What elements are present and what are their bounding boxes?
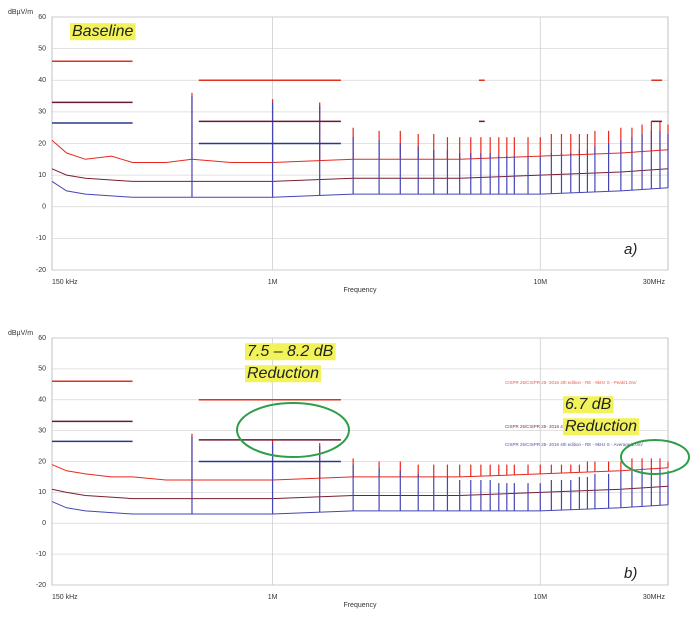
annotation-highlight — [245, 343, 336, 361]
x-tick-label: 1M — [268, 594, 278, 601]
x-tick-label: 150 kHz — [52, 279, 78, 286]
spectrum-floor — [51, 180, 669, 198]
annotation: 6.7 dB — [565, 396, 612, 413]
y-tick-label: -20 — [36, 582, 46, 589]
y-tick-label: 50 — [38, 366, 46, 373]
x-tick-label: 10M — [533, 279, 547, 286]
x-tick-label: 30MHz — [643, 279, 666, 286]
x-tick-label: 30MHz — [643, 594, 666, 601]
y-tick-label: 40 — [38, 77, 46, 84]
spectrum-floor — [51, 139, 669, 163]
annotation: Reduction — [565, 418, 637, 435]
y-tick-label: 60 — [38, 335, 46, 342]
spectrum-floor — [51, 464, 669, 481]
y-tick-label: 0 — [42, 520, 46, 527]
x-tick-label: 10M — [533, 594, 547, 601]
x-tick-label: 1M — [268, 279, 278, 286]
highlight-ellipse — [620, 439, 690, 475]
annotation: Reduction — [247, 365, 319, 382]
annotation-highlight — [245, 365, 322, 383]
trace-legend: CISPR 25/CISPR 25- 2016 4th — [505, 424, 567, 429]
y-tick-label: -10 — [36, 235, 46, 242]
trace-legend: CISPR 25/CISPR 25- 2016 4th edition - RE… — [505, 442, 643, 447]
y-axis-label: dBµV/m — [8, 9, 33, 16]
annotation: Baseline — [72, 23, 133, 40]
y-tick-label: 40 — [38, 397, 46, 404]
x-axis-label: Frequency — [343, 287, 377, 294]
spectrum-floor — [51, 501, 669, 515]
panel-label: a) — [624, 241, 637, 258]
y-tick-label: 50 — [38, 45, 46, 52]
trace-legend: CISPR 25/CISPR 25- 2016 4th edition - RE… — [505, 380, 637, 385]
y-axis-label: dBµV/m — [8, 330, 33, 337]
y-tick-label: -20 — [36, 267, 46, 274]
y-tick-label: 0 — [42, 204, 46, 211]
y-tick-label: 20 — [38, 458, 46, 465]
annotation: 7.5 – 8.2 dB — [247, 343, 334, 360]
annotation-highlight — [563, 418, 640, 436]
y-tick-label: 10 — [38, 489, 46, 496]
y-tick-label: 60 — [38, 14, 46, 21]
y-tick-label: 20 — [38, 140, 46, 147]
y-tick-label: 10 — [38, 172, 46, 179]
highlight-ellipse — [236, 402, 350, 458]
x-tick-label: 150 kHz — [52, 594, 78, 601]
y-tick-label: 30 — [38, 427, 46, 434]
annotation-highlight — [563, 396, 614, 414]
x-axis-label: Frequency — [343, 602, 377, 609]
y-tick-label: -10 — [36, 551, 46, 558]
y-tick-label: 30 — [38, 109, 46, 116]
panel-label: b) — [624, 565, 637, 582]
annotation-highlight — [70, 23, 136, 41]
